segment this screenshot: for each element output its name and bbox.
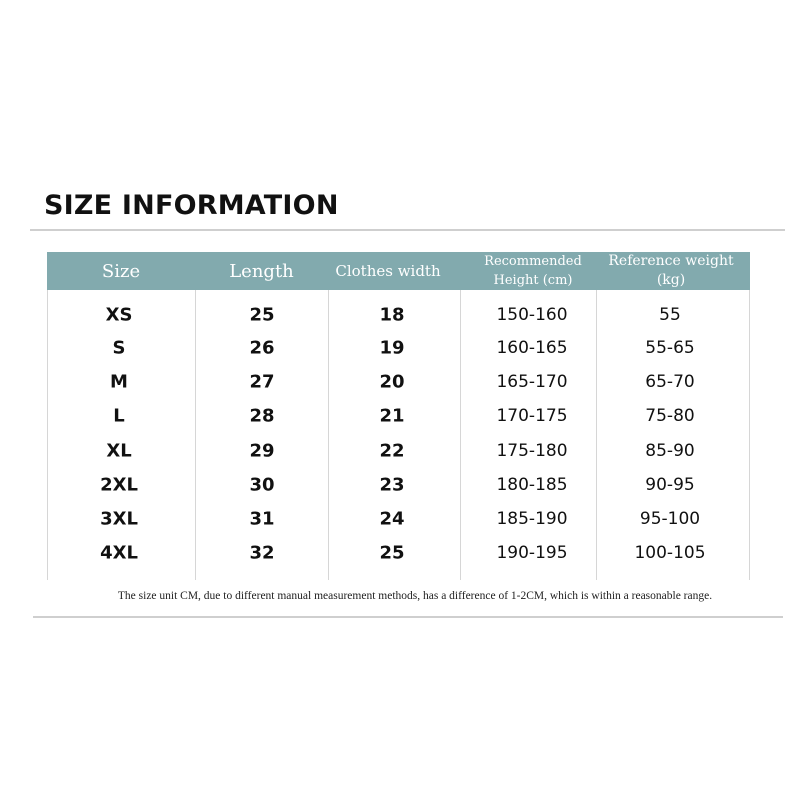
table-cell: 18 xyxy=(379,304,405,326)
table-cell: L xyxy=(113,405,125,427)
divider xyxy=(47,290,48,580)
divider xyxy=(33,616,783,618)
table-cell: 20 xyxy=(379,371,405,393)
table-cell: 29 xyxy=(249,440,275,462)
table-cell: 4XL xyxy=(100,542,138,564)
table-header xyxy=(47,252,750,290)
table-cell: 100-105 xyxy=(634,543,706,563)
column-header-clothes-width: Clothes width xyxy=(335,261,441,280)
table-cell: XL xyxy=(106,440,132,462)
table-cell: 150-160 xyxy=(496,305,568,325)
column-header-height: Recommended Height (cm) xyxy=(484,254,582,288)
table-cell: 180-185 xyxy=(496,475,568,495)
table-cell: 95-100 xyxy=(639,509,701,529)
table-cell: 90-95 xyxy=(645,475,695,495)
table-cell: 55-65 xyxy=(645,338,695,358)
divider xyxy=(460,290,461,580)
page-title: SIZE INFORMATION xyxy=(44,190,339,221)
table-cell: 75-80 xyxy=(645,406,695,426)
table-cell: 65-70 xyxy=(645,372,695,392)
divider xyxy=(30,229,785,231)
table-cell: 32 xyxy=(249,542,275,564)
table-cell: 30 xyxy=(249,474,275,496)
table-cell: 21 xyxy=(379,405,405,427)
table-cell: 190-195 xyxy=(496,543,568,563)
table-cell: 25 xyxy=(249,304,275,326)
size-note: The size unit CM, due to different manua… xyxy=(117,590,713,602)
table-cell: 31 xyxy=(249,508,275,530)
table-cell: 85-90 xyxy=(645,441,695,461)
table-cell: 55 xyxy=(659,305,681,325)
table-cell: 185-190 xyxy=(496,509,568,529)
table-cell: 22 xyxy=(379,440,405,462)
table-cell: 24 xyxy=(379,508,405,530)
divider xyxy=(328,290,329,580)
table-cell: 28 xyxy=(249,405,275,427)
table-cell: 27 xyxy=(249,371,275,393)
table-cell: 3XL xyxy=(100,508,138,530)
table-cell: 19 xyxy=(379,337,405,359)
table-cell: 170-175 xyxy=(496,406,568,426)
table-cell: 165-170 xyxy=(496,372,568,392)
column-header-size: Size xyxy=(101,260,141,282)
table-cell: M xyxy=(110,371,128,393)
table-cell: 2XL xyxy=(100,474,138,496)
table-cell: S xyxy=(112,337,126,359)
table-cell: 23 xyxy=(379,474,405,496)
table-cell: XS xyxy=(105,304,133,326)
table-cell: 26 xyxy=(249,337,275,359)
column-header-weight: Reference weight (kg) xyxy=(608,253,734,288)
divider xyxy=(596,290,597,580)
column-header-length: Length xyxy=(229,260,294,282)
divider xyxy=(195,290,196,580)
table-cell: 25 xyxy=(379,542,405,564)
table-cell: 175-180 xyxy=(496,441,568,461)
size-table: Size Length Clothes width Recommended He… xyxy=(47,252,750,580)
divider xyxy=(749,290,750,580)
table-cell: 160-165 xyxy=(496,338,568,358)
